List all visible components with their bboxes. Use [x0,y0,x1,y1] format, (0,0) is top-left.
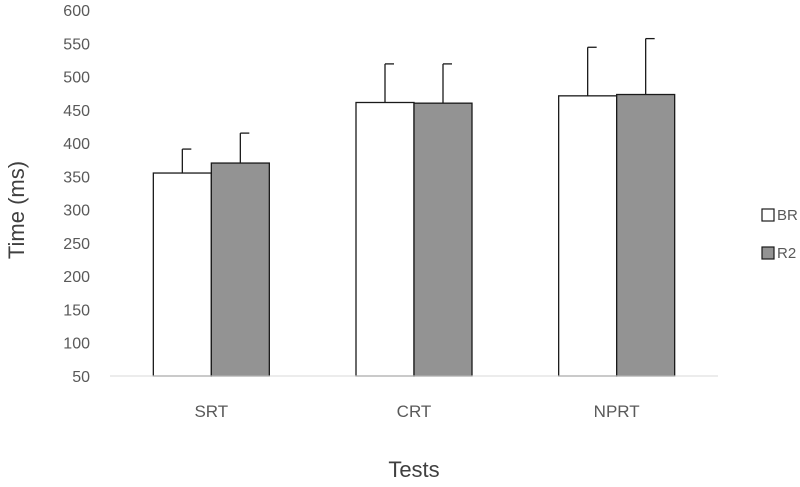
x-tick-label: CRT [397,402,432,421]
y-tick-label: 150 [63,302,90,319]
y-tick-label: 400 [63,136,90,153]
legend-item-r2: R2 [761,245,796,262]
bar-br-nprt [558,95,618,377]
y-tick-label: 100 [63,336,90,353]
y-tick-label: 500 [63,70,90,87]
bar-r2-srt [210,162,270,377]
legend-swatch-br [761,208,775,222]
error-bar-r2-nprt [645,37,655,95]
error-bars [181,37,655,174]
bar-r2-crt [413,102,473,377]
y-tick-label: 550 [63,36,90,53]
bar-br-crt [355,101,415,377]
legend-label: R2 [777,245,796,262]
legend-label: BR [777,207,798,224]
bar-r2-nprt [616,93,676,377]
y-tick-label: 200 [63,269,90,286]
x-axis-categories: SRT CRT NPRT [194,402,639,421]
error-bar-r2-crt [442,63,452,104]
x-tick-label: SRT [194,402,228,421]
error-bar-br-crt [384,63,394,103]
x-tick-label: NPRT [594,402,640,421]
y-axis-title: Time (ms) [4,161,29,259]
y-tick-label: 50 [72,369,90,386]
bars [152,93,676,377]
legend-item-br: BR [761,207,798,224]
error-bar-br-nprt [587,46,597,96]
bar-br-srt [152,172,212,377]
y-tick-label: 250 [63,236,90,253]
error-bar-r2-srt [239,132,250,164]
y-tick-label: 450 [63,103,90,120]
y-axis-ticks: 50 100 150 200 250 300 350 400 450 500 550 600 [63,3,90,386]
y-tick-label: 350 [63,169,90,186]
y-tick-label: 600 [63,3,90,20]
x-axis-title: Tests [388,457,439,482]
y-tick-label: 300 [63,203,90,220]
legend-swatch-r2 [761,246,775,260]
legend: BR R2 [761,207,798,262]
error-bar-br-srt [181,148,192,174]
